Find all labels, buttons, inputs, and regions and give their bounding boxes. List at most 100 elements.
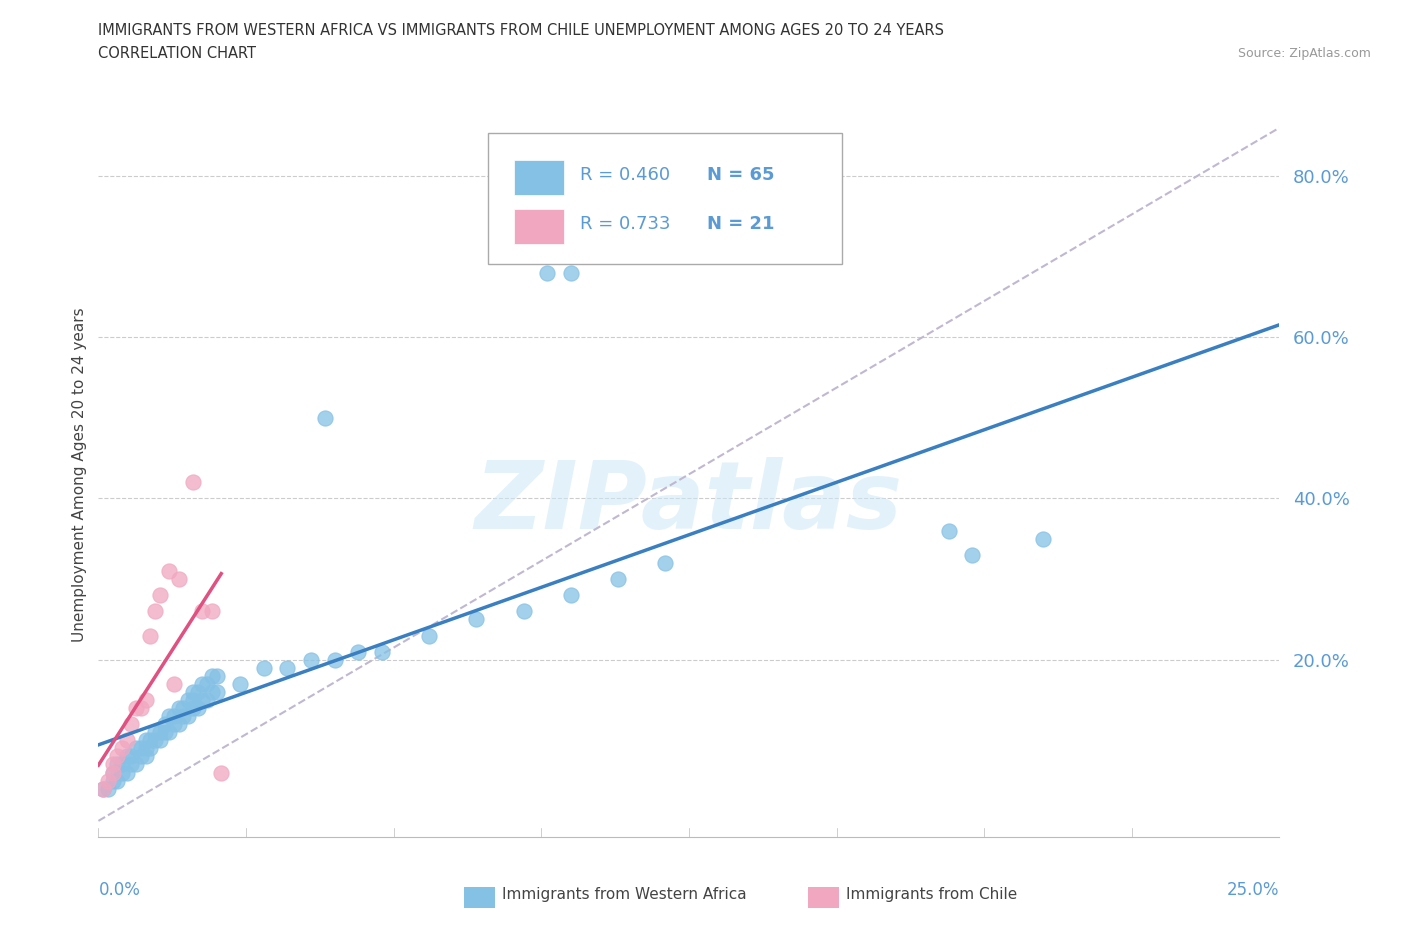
Point [121, 749, 143, 764]
Point [91, 781, 114, 796]
Text: CORRELATION CHART: CORRELATION CHART [98, 46, 256, 61]
Point [654, 555, 676, 570]
Point [163, 717, 186, 732]
Point [97, 773, 120, 788]
Text: ZIPatlas: ZIPatlas [475, 458, 903, 550]
Point [135, 733, 157, 748]
Point [962, 548, 984, 563]
Point [153, 724, 176, 739]
Point [229, 676, 252, 691]
Point [1032, 531, 1054, 546]
Point [201, 684, 224, 699]
Point [111, 741, 134, 756]
Point [101, 765, 124, 780]
Point [157, 564, 180, 578]
Point [177, 693, 200, 708]
Point [111, 765, 134, 780]
Point [121, 757, 143, 772]
Text: R = 0.460: R = 0.460 [581, 166, 671, 184]
Point [181, 693, 204, 708]
Point [167, 700, 190, 715]
Point [153, 717, 176, 732]
Point [371, 644, 394, 659]
Point [560, 588, 582, 603]
Text: Source: ZipAtlas.com: Source: ZipAtlas.com [1237, 46, 1371, 60]
Point [299, 652, 322, 667]
Point [125, 741, 148, 756]
Point [97, 781, 120, 796]
Y-axis label: Unemployment Among Ages 20 to 24 years: Unemployment Among Ages 20 to 24 years [72, 307, 87, 642]
Point [187, 684, 209, 699]
Point [157, 709, 180, 724]
Point [135, 693, 157, 708]
Point [276, 660, 298, 675]
Point [115, 749, 138, 764]
Point [465, 612, 488, 627]
FancyBboxPatch shape [488, 133, 842, 264]
Point [938, 524, 960, 538]
Point [149, 733, 172, 748]
Point [253, 660, 276, 675]
Point [205, 669, 228, 684]
Point [143, 733, 166, 748]
Point [205, 684, 228, 699]
Point [163, 676, 186, 691]
Point [143, 724, 166, 739]
Text: N = 65: N = 65 [707, 166, 775, 184]
Point [607, 572, 630, 587]
Point [139, 628, 162, 643]
Point [139, 733, 162, 748]
Point [135, 749, 157, 764]
Point [181, 700, 204, 715]
Point [167, 572, 190, 587]
Text: Immigrants from Chile: Immigrants from Chile [846, 887, 1018, 902]
Point [172, 709, 194, 724]
Point [139, 741, 162, 756]
Point [418, 628, 440, 643]
Point [143, 604, 166, 618]
Point [149, 724, 172, 739]
Point [314, 410, 336, 425]
Point [201, 604, 224, 618]
Point [149, 588, 172, 603]
Point [115, 765, 138, 780]
Text: Immigrants from Western Africa: Immigrants from Western Africa [502, 887, 747, 902]
Point [536, 265, 558, 280]
Point [125, 757, 148, 772]
Point [121, 717, 143, 732]
Point [172, 700, 194, 715]
Point [101, 773, 124, 788]
Point [105, 773, 128, 788]
Point [157, 724, 180, 739]
Point [135, 741, 157, 756]
Point [91, 781, 114, 796]
Point [111, 757, 134, 772]
Point [101, 765, 124, 780]
Point [177, 709, 200, 724]
Point [191, 676, 214, 691]
Text: R = 0.733: R = 0.733 [581, 215, 671, 233]
Point [201, 669, 224, 684]
Point [195, 676, 218, 691]
Point [512, 604, 534, 618]
Point [181, 684, 204, 699]
Point [347, 644, 370, 659]
Point [129, 749, 152, 764]
Point [163, 709, 186, 724]
Point [129, 700, 152, 715]
Point [195, 693, 218, 708]
Point [191, 693, 214, 708]
Point [167, 717, 190, 732]
Point [105, 749, 128, 764]
Text: 25.0%: 25.0% [1227, 882, 1279, 899]
Text: N = 21: N = 21 [707, 215, 775, 233]
Point [115, 733, 138, 748]
Point [181, 475, 204, 490]
Point [101, 757, 124, 772]
FancyBboxPatch shape [515, 209, 564, 244]
Point [191, 604, 214, 618]
Point [125, 700, 148, 715]
Point [323, 652, 346, 667]
Point [187, 700, 209, 715]
Text: 0.0%: 0.0% [98, 882, 141, 899]
